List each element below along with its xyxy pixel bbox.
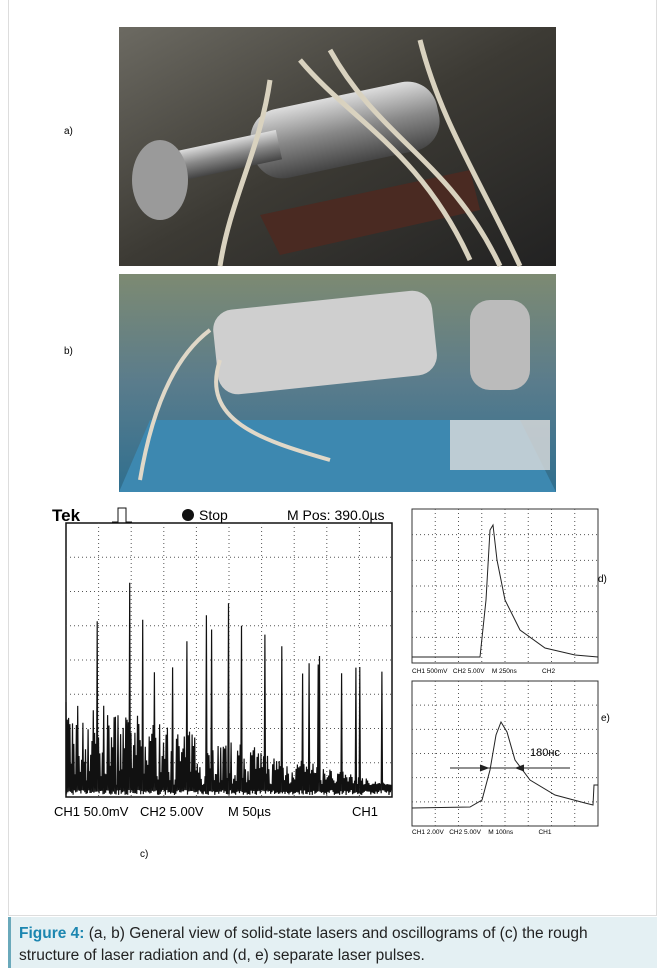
scope-grid (412, 509, 598, 663)
scope-grid (412, 681, 598, 826)
arrow-head (479, 764, 525, 772)
stop-icon (182, 509, 194, 521)
figure-frame (8, 0, 657, 916)
figure: a) b) c) d) e) Tek Stop M Pos: 390.0µs C… (52, 27, 610, 860)
photo-b (119, 274, 556, 492)
panel-label: c) (140, 849, 148, 860)
width-label: 180нс (530, 747, 560, 759)
scope-trace (412, 523, 599, 658)
scope-footer: CH1 2.00V CH2 5.00V M 100ns CH1 (412, 829, 552, 836)
scope-ch2: CH2 5.00V (140, 804, 204, 819)
scope-time: M 50µs (228, 804, 271, 819)
scope-ch1: CH1 50.0mV (54, 804, 129, 819)
scope-brand: Tek (52, 506, 81, 525)
scope-trace (65, 582, 393, 796)
scope-footer: CH1 500mV CH2 5.00V M 250ns CH2 (412, 668, 555, 675)
scope-trigger: CH1 (352, 804, 378, 819)
panel-label: e) (601, 713, 610, 724)
panel-label: d) (598, 574, 607, 585)
trigger-icon (112, 507, 132, 523)
caption-text: (a, b) General view of solid-state laser… (19, 925, 588, 964)
panel-label: b) (64, 346, 73, 357)
scope-position: M Pos: 390.0µs (287, 507, 385, 523)
photo-a (119, 27, 556, 268)
caption: Figure 4: (a, b) General view of solid-s… (8, 917, 657, 968)
scope-trace (411, 720, 598, 809)
caption-label: Figure 4: (19, 925, 85, 942)
panel-label: a) (64, 126, 73, 137)
scope-state: Stop (199, 507, 228, 523)
